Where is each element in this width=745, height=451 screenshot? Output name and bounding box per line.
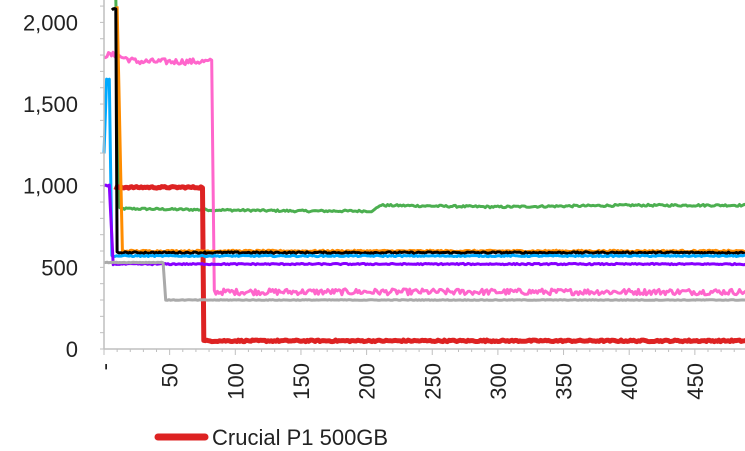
y-tick-label: 500: [41, 255, 78, 280]
x-tick-label: 250: [420, 363, 445, 400]
series-line-3: [113, 184, 745, 345]
x-tick-label: 50: [158, 363, 183, 387]
legend-label-crucial-p1: Crucial P1 500GB: [212, 425, 388, 450]
series-line-7: [103, 183, 745, 267]
y-tick-label: 1,500: [23, 92, 78, 117]
series-line-8: [103, 260, 745, 302]
x-tick-label: 400: [617, 363, 642, 400]
y-tick-label: 0: [66, 337, 78, 362]
x-tick-label: 150: [289, 363, 314, 400]
x-tick-label: 300: [486, 363, 511, 400]
x-tick-label: 200: [355, 363, 380, 400]
x-tick-label: 100: [223, 363, 248, 400]
x-tick-label: 350: [552, 363, 577, 400]
x-tick-label: -: [92, 363, 117, 370]
y-tick-labels: 0 500 1,000 1,500 2,000: [23, 10, 78, 362]
series-line-6: [102, 77, 745, 259]
x-tick-labels: - 50 100 150 200 250 300 350 400 450: [92, 363, 708, 400]
legend: Crucial P1 500GB: [154, 425, 388, 450]
axes: [100, 0, 745, 355]
plot-lines: [102, 0, 745, 345]
x-tick-label: 450: [683, 363, 708, 400]
series-line-2: [103, 50, 745, 297]
y-tick-label: 1,000: [23, 174, 78, 199]
series-line-5: [110, 7, 745, 255]
y-tick-label: 2,000: [23, 10, 78, 35]
series-line-1: [114, 0, 745, 214]
